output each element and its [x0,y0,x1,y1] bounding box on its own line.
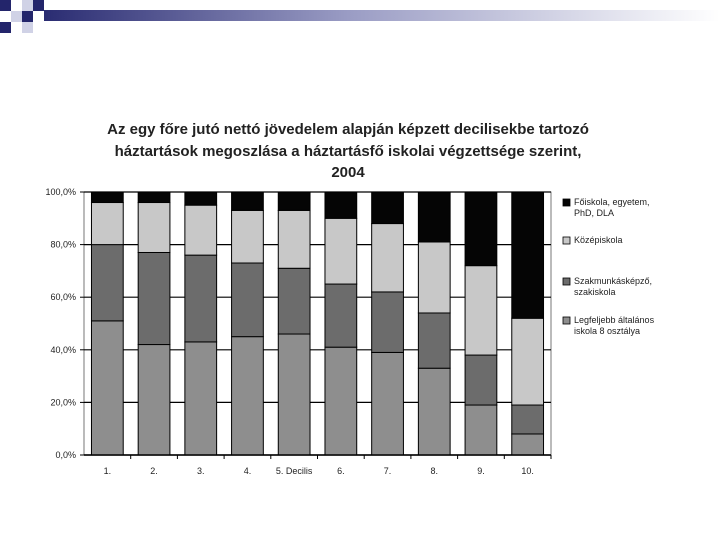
bar-segment [464,191,498,267]
legend-swatch [562,198,571,207]
bar-segment [371,291,404,353]
bar-segment [231,336,264,456]
bar-segment [371,191,404,225]
bar-segment [137,344,171,456]
bar-segment [137,202,171,253]
bar-segment [90,191,124,204]
bar-segment [90,202,124,246]
x-tick-label: 5. Decilis [276,466,313,476]
legend-label: Főiskola, egyetem, [574,197,650,207]
bar-segment [324,191,358,219]
legend-label: iskola 8 osztálya [574,326,640,336]
bar-segment [417,312,451,369]
chart-title-line-2: háztartások megoszlása a háztartásfő isk… [115,143,582,160]
y-tick-label: 100,0% [45,187,76,197]
x-tick-label: 9. [477,466,485,476]
header-square [22,11,33,22]
legend-label: szakiskola [574,287,616,297]
x-tick-label: 1. [104,466,112,476]
bar-segment [511,433,545,456]
x-tick-label: 8. [430,466,438,476]
bar-segment [464,265,498,356]
legend-swatch [562,316,571,325]
y-tick-label: 60,0% [50,292,76,302]
bar-segment [184,204,218,256]
bar-segment [90,320,124,456]
bar-segment [371,223,404,293]
bar-segment [417,241,451,314]
x-tick-label: 10. [521,466,534,476]
bar-segment [511,404,545,435]
bar-segment [277,267,311,335]
bar-segment [277,333,311,456]
x-tick-label: 4. [244,466,252,476]
x-tick-label: 3. [197,466,205,476]
bar-segment [464,404,498,456]
bar-segment [231,262,264,338]
header-square [11,11,22,22]
bar-segment [324,346,358,456]
plot-area: 0,0% 20,0% 40,0% 60,0% 80,0% 100,0% 1. 2. 3. 4. 5.… [45,187,552,476]
y-tick-label: 20,0% [50,397,76,407]
header-square [0,22,11,33]
legend-label: Legfeljebb általános [574,315,655,325]
bar-segment [277,209,311,269]
bar-segment [511,317,545,406]
x-tick-label: 6. [337,466,345,476]
header-square [22,0,33,11]
x-tick-label: 7. [384,466,392,476]
chart-legend: Főiskola, egyetem,PhD, DLA Középiskola Sza… [562,197,655,336]
bar-segment [417,191,451,243]
legend-swatch [562,277,571,286]
header-square [33,0,44,11]
x-tick-label: 2. [150,466,158,476]
legend-label: Szakmunkásképző, [574,276,652,286]
chart-title-line-3: 2004 [331,164,365,181]
bar-segment [324,217,358,285]
header-square [22,22,33,33]
legend-swatch [562,236,571,245]
bar-segment [464,354,498,406]
legend-label: PhD, DLA [574,208,614,218]
bar-segment [371,351,404,456]
bar-segment [184,254,218,343]
bar-segment [90,244,124,322]
bar-segment [184,341,218,456]
bar-segment [417,367,451,456]
bar-segment [231,191,264,211]
header-gradient-band [44,10,720,21]
y-tick-label: 80,0% [50,240,76,250]
bar-segment [324,283,358,348]
bar-segment [137,251,171,346]
bar-segment [184,191,218,206]
y-tick-label: 0,0% [55,450,76,460]
chart-title-line-1: Az egy főre jutó nettó jövedelem alapján… [107,121,589,138]
bar-segment [231,209,264,264]
bar-segment [511,191,545,319]
chart-title: Az egy főre jutó nettó jövedelem alapján… [107,121,589,181]
bar-segment [137,191,171,204]
decorative-header-bar [0,0,720,33]
header-square [0,0,11,11]
y-tick-label: 40,0% [50,345,76,355]
bar-segment [277,191,311,211]
legend-label: Középiskola [574,235,623,245]
